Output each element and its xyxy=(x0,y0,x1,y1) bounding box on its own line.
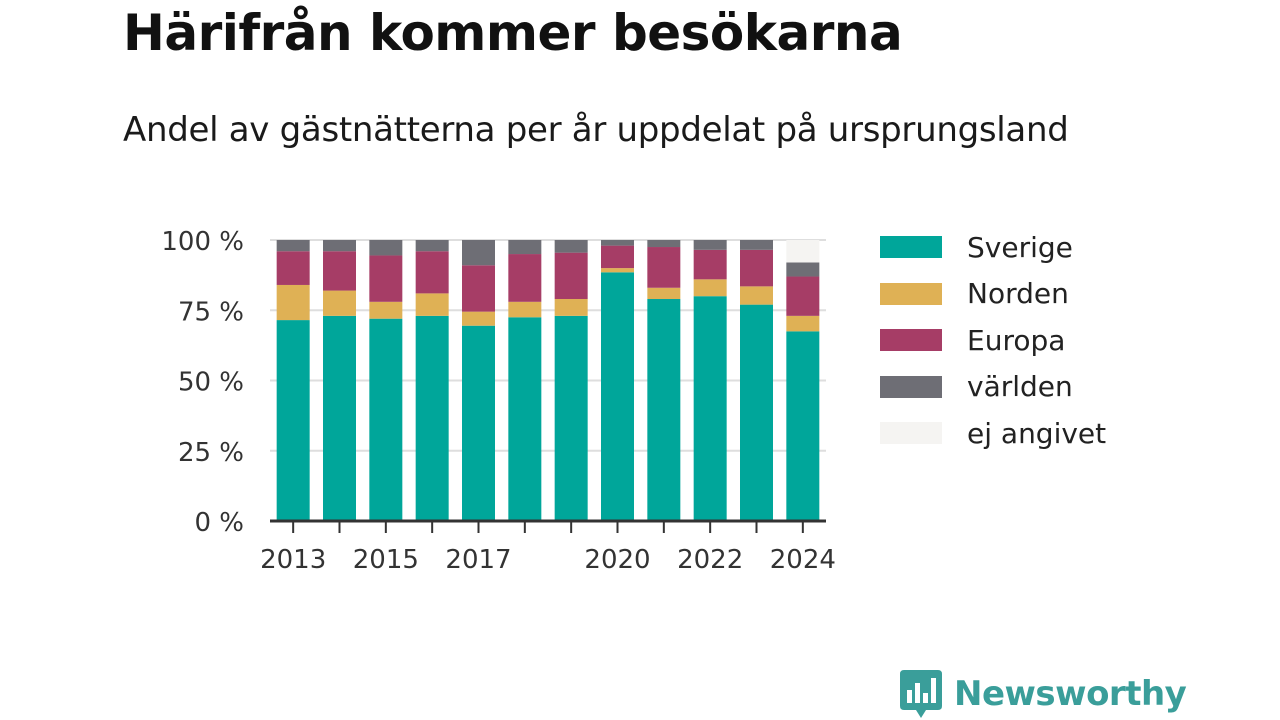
brand-name: Newsworthy xyxy=(954,674,1187,714)
bar-segment xyxy=(462,265,495,312)
bar-segment xyxy=(693,296,727,521)
bar-segment xyxy=(554,240,588,253)
bar-segment xyxy=(693,249,727,280)
legend: Sverige Norden Europa världen ej angivet xyxy=(880,224,1106,457)
x-tick-label: 2020 xyxy=(584,545,650,575)
bar-segment xyxy=(601,272,634,521)
bar-segment xyxy=(786,315,820,332)
bar-segment xyxy=(323,290,356,316)
bar-segment xyxy=(369,255,403,302)
bar-segment xyxy=(462,240,495,266)
y-tick-label: 0 % xyxy=(194,508,244,538)
bar-segment xyxy=(462,325,495,521)
bar-segment xyxy=(740,304,773,521)
bar-segment xyxy=(647,299,681,521)
x-tick-label: 2022 xyxy=(677,545,743,575)
bar-segment xyxy=(369,240,403,256)
x-tick-label: 2015 xyxy=(353,545,419,575)
bar-segment xyxy=(323,315,356,521)
bar-segment xyxy=(508,240,542,255)
x-tick-label: 2024 xyxy=(770,545,836,575)
y-tick-label: 25 % xyxy=(178,438,244,468)
legend-swatch xyxy=(880,375,942,398)
bar-segment xyxy=(508,301,542,318)
brand-logo: Newsworthy xyxy=(900,670,1187,718)
bar-segment xyxy=(508,254,542,302)
bar-segment xyxy=(601,245,634,269)
legend-swatch xyxy=(880,236,942,259)
bar-segment xyxy=(647,240,681,248)
bars xyxy=(276,240,820,521)
bar-segment xyxy=(740,240,773,250)
bar-segment xyxy=(323,251,356,291)
legend-item: Europa xyxy=(880,317,1106,364)
bar-segment xyxy=(462,311,495,326)
bar-segment xyxy=(323,240,356,252)
legend-label: Europa xyxy=(967,323,1066,357)
legend-swatch xyxy=(880,422,942,445)
bar-segment xyxy=(276,240,310,252)
bar-segment xyxy=(508,317,542,521)
bar-segment xyxy=(276,284,310,321)
legend-item: världen xyxy=(880,364,1106,411)
bar-segment xyxy=(415,315,449,521)
x-tick-label: 2017 xyxy=(445,545,511,575)
newsworthy-logo-icon xyxy=(900,670,942,718)
y-tick-label: 75 % xyxy=(178,297,244,327)
gridlines xyxy=(270,239,826,452)
bar-segment xyxy=(601,240,634,246)
bar-segment xyxy=(601,268,634,273)
legend-label: Sverige xyxy=(967,230,1073,264)
bar-segment xyxy=(554,315,588,521)
bar-segment xyxy=(647,247,681,288)
legend-label: Norden xyxy=(967,277,1069,311)
chart-subtitle: Andel av gästnätterna per år uppdelat på… xyxy=(123,110,1069,150)
bar-segment xyxy=(415,251,449,294)
bar-segment xyxy=(415,240,449,252)
legend-label: världen xyxy=(967,370,1073,404)
y-tick-label: 50 % xyxy=(178,368,244,398)
bar-segment xyxy=(740,249,773,287)
bar-segment xyxy=(786,240,820,263)
bar-segment xyxy=(786,262,820,277)
legend-label: ej angivet xyxy=(967,416,1107,450)
x-tick-label: 2013 xyxy=(260,545,326,575)
y-tick-label: 100 % xyxy=(161,227,244,257)
bar-segment xyxy=(554,299,588,316)
chart-title: Härifrån kommer besökarna xyxy=(123,4,903,62)
bar-segment xyxy=(786,331,820,521)
bar-segment xyxy=(647,287,681,300)
legend-item: ej angivet xyxy=(880,410,1106,457)
bar-segment xyxy=(369,301,403,319)
legend-swatch xyxy=(880,329,942,352)
bar-segment xyxy=(693,240,727,250)
bar-segment xyxy=(369,318,403,521)
legend-item: Sverige xyxy=(880,224,1106,271)
bar-segment xyxy=(276,251,310,285)
legend-swatch xyxy=(880,282,942,305)
bar-segment xyxy=(693,279,727,297)
bar-segment xyxy=(276,320,310,521)
bar-segment xyxy=(554,252,588,300)
bar-segment xyxy=(786,276,820,316)
bar-segment xyxy=(415,293,449,316)
legend-item: Norden xyxy=(880,271,1106,318)
axes: 0 % 25 % 50 % 75 % 100 % 2013 2015 2017 2020 2022… xyxy=(161,227,836,575)
bar-segment xyxy=(740,286,773,305)
